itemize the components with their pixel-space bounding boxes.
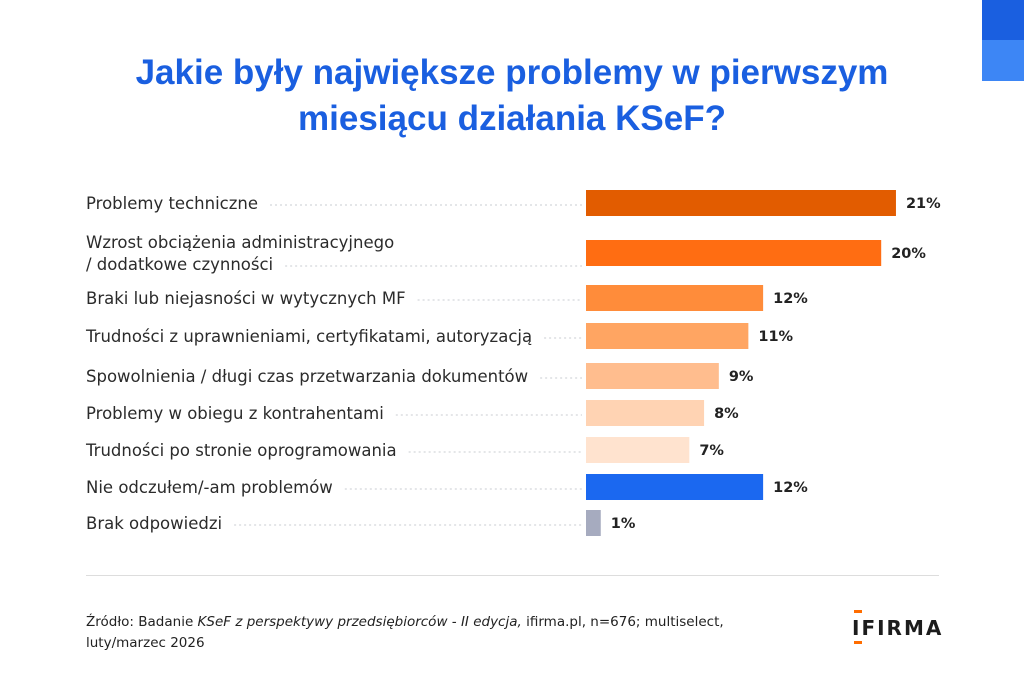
- bar-chart: Problemy techniczne 21% Wzrost obciążenia …: [85, 190, 941, 536]
- value-label: 20%: [891, 246, 926, 262]
- category-label: Problemy techniczne: [86, 194, 258, 213]
- corner-accent-top: [982, 0, 1024, 40]
- category-label: Braki lub niejasności w wytycznych MF: [86, 289, 406, 308]
- category-label: / dodatkowe czynności: [86, 255, 273, 274]
- bar: [586, 400, 705, 426]
- source-line-1: Źródło: Badanie KSeF z perspektywy przed…: [86, 612, 736, 633]
- ifirma-logo: IFIRMA: [852, 618, 943, 638]
- footer-divider: [86, 575, 939, 576]
- value-label: 21%: [906, 196, 941, 212]
- value-label: 12%: [773, 480, 808, 496]
- category-label: Brak odpowiedzi: [86, 514, 222, 533]
- category-label: Problemy w obiegu z kontrahentami: [86, 404, 384, 423]
- source-details: ifirma.pl, n=676; multiselect,: [521, 614, 724, 630]
- value-label: 9%: [729, 369, 754, 385]
- bar: [586, 363, 719, 389]
- source-study-title: KSeF z perspektywy przedsiębiorców - II …: [197, 614, 522, 630]
- source-prefix: Źródło: Badanie: [86, 614, 198, 630]
- bar: [586, 285, 764, 311]
- bar: [586, 323, 749, 349]
- chart-title: Jakie były największe problemy w pierwsz…: [0, 50, 1024, 142]
- value-label: 8%: [714, 406, 739, 422]
- category-label: Wzrost obciążenia administracyjnego: [86, 233, 394, 252]
- title-line-1: Jakie były największe problemy w pierwsz…: [135, 53, 889, 92]
- value-label: 1%: [611, 516, 636, 532]
- logo-accent-bottom: [854, 641, 862, 644]
- bar: [586, 190, 896, 216]
- value-label: 11%: [758, 329, 793, 345]
- title-line-2: miesiącu działania KSeF?: [298, 99, 726, 138]
- source-note: Źródło: Badanie KSeF z perspektywy przed…: [86, 612, 736, 654]
- value-label: 7%: [699, 443, 724, 459]
- source-line-2: luty/marzec 2026: [86, 635, 205, 651]
- bar: [586, 474, 764, 500]
- category-label: Spowolnienia / długi czas przetwarzania …: [86, 367, 528, 386]
- corner-accent-bottom: [982, 40, 1024, 81]
- bar: [586, 240, 882, 266]
- bar: [586, 437, 690, 463]
- category-label: Trudności po stronie oprogramowania: [85, 441, 397, 460]
- value-label: 12%: [773, 291, 808, 307]
- bar: [586, 510, 601, 536]
- logo-accent-top: [854, 610, 862, 613]
- category-label: Nie odczułem/-am problemów: [86, 478, 333, 497]
- logo-text: IFIRMA: [852, 616, 944, 640]
- category-label: Trudności z uprawnieniami, certyfikatami…: [85, 327, 532, 346]
